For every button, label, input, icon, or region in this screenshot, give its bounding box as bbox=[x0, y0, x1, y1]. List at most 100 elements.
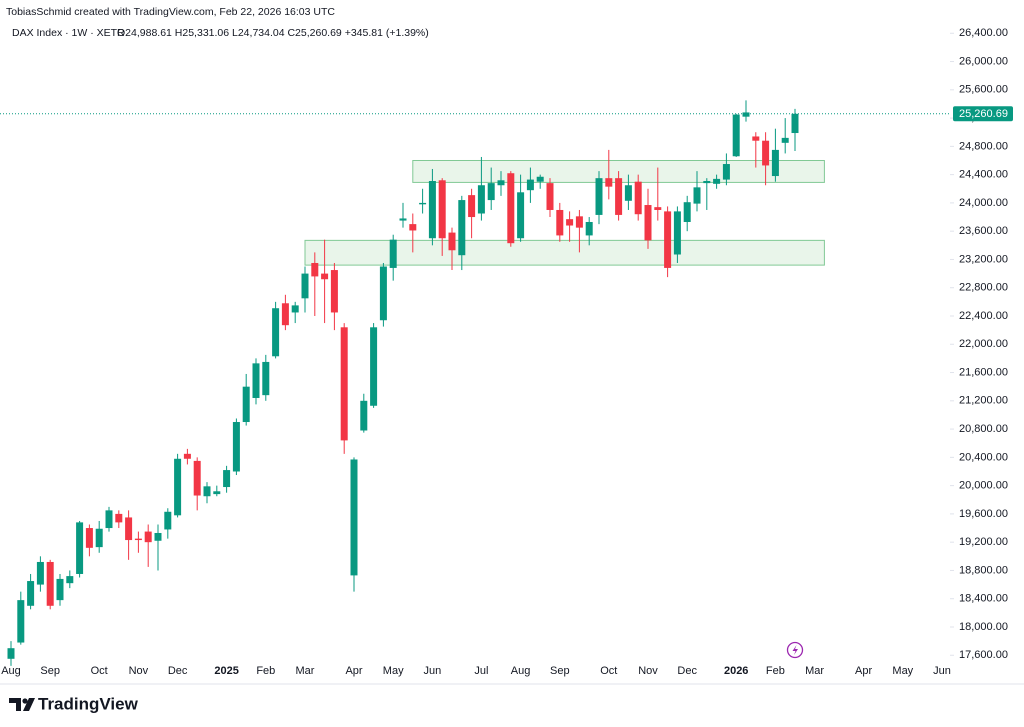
candle-body bbox=[242, 386, 250, 423]
candle-body bbox=[458, 200, 466, 256]
candle-body bbox=[585, 221, 593, 236]
x-tick-label: Jun bbox=[933, 665, 951, 677]
candle-body bbox=[477, 185, 485, 214]
y-tick-label: 25,600.00 bbox=[959, 84, 1008, 96]
candle-body bbox=[448, 232, 456, 251]
candle-body bbox=[644, 205, 652, 241]
x-tick-label: Feb bbox=[766, 665, 785, 677]
candle-body bbox=[95, 528, 103, 548]
alert-icon bbox=[786, 641, 804, 659]
candle-body bbox=[389, 239, 397, 268]
candle-body bbox=[125, 517, 133, 541]
y-tick-label: 18,800.00 bbox=[959, 564, 1008, 576]
y-tick-label: 26,000.00 bbox=[959, 55, 1008, 67]
candle-body bbox=[232, 422, 240, 472]
y-tick-label: 17,600.00 bbox=[959, 649, 1008, 661]
candle-body bbox=[340, 327, 348, 441]
candle-body bbox=[615, 178, 623, 215]
legend-symbol: DAX Index · 1W · XETR bbox=[12, 27, 125, 39]
candle-body bbox=[223, 470, 231, 488]
x-tick-label: Sep bbox=[40, 665, 60, 677]
candle-body bbox=[36, 561, 44, 585]
candle-body bbox=[732, 114, 740, 157]
x-tick-label: Sep bbox=[550, 665, 570, 677]
y-tick-label: 21,600.00 bbox=[959, 366, 1008, 378]
x-tick-label: Dec bbox=[168, 665, 188, 677]
x-tick-label: Mar bbox=[296, 665, 315, 677]
y-tick-label: 23,600.00 bbox=[959, 225, 1008, 237]
candle-body bbox=[526, 179, 534, 191]
candle-body bbox=[311, 262, 319, 277]
candle-body bbox=[419, 202, 427, 205]
candle-body bbox=[85, 528, 93, 548]
x-tick-label: Jun bbox=[424, 665, 442, 677]
candle-body bbox=[281, 303, 289, 326]
y-tick-label: 24,000.00 bbox=[959, 197, 1008, 209]
y-tick-label: 20,800.00 bbox=[959, 423, 1008, 435]
candle-body bbox=[771, 149, 779, 177]
candle-body bbox=[507, 173, 515, 244]
candle-body bbox=[203, 486, 211, 497]
price-zone bbox=[304, 239, 825, 266]
candle-body bbox=[605, 178, 613, 187]
candle-body bbox=[46, 561, 54, 606]
candle-body bbox=[379, 266, 387, 321]
candle-body bbox=[673, 211, 681, 255]
x-tick-label: 2025 bbox=[214, 665, 238, 677]
candle-body bbox=[105, 510, 113, 529]
candle-body bbox=[693, 187, 701, 204]
candle-body bbox=[546, 183, 554, 210]
candle-body bbox=[595, 178, 603, 215]
y-tick-label: 21,200.00 bbox=[959, 395, 1008, 407]
candle-body bbox=[556, 209, 564, 236]
candle-body bbox=[742, 112, 750, 117]
y-tick-label: 19,200.00 bbox=[959, 536, 1008, 548]
candle-body bbox=[27, 581, 35, 606]
candle-body bbox=[624, 185, 632, 201]
x-tick-label: Feb bbox=[256, 665, 275, 677]
candle-body bbox=[7, 648, 15, 659]
candle-body bbox=[487, 183, 495, 201]
plot-area bbox=[0, 100, 950, 666]
x-tick-label: Nov bbox=[129, 665, 149, 677]
y-tick-label: 22,000.00 bbox=[959, 338, 1008, 350]
x-tick-label: May bbox=[383, 665, 404, 677]
candle-body bbox=[634, 181, 642, 215]
candle-body bbox=[301, 273, 309, 299]
y-tick-label: 26,400.00 bbox=[959, 27, 1008, 39]
y-tick-label: 23,200.00 bbox=[959, 253, 1008, 265]
brand-logo bbox=[9, 698, 35, 711]
candle-body bbox=[517, 192, 525, 239]
y-tick-label: 19,600.00 bbox=[959, 508, 1008, 520]
candle-body bbox=[17, 600, 25, 643]
x-tick-label: Oct bbox=[600, 665, 617, 677]
candle-body bbox=[575, 216, 583, 228]
candle-body bbox=[66, 576, 74, 584]
candle-body bbox=[262, 361, 270, 396]
candle-body bbox=[399, 218, 407, 221]
y-tick-label: 24,400.00 bbox=[959, 169, 1008, 181]
candle-body bbox=[134, 538, 142, 541]
brand-name: TradingView bbox=[38, 694, 139, 713]
candle-body bbox=[781, 137, 789, 143]
candle-body bbox=[193, 460, 201, 496]
candle-body bbox=[115, 513, 123, 523]
x-tick-label: Jul bbox=[474, 665, 488, 677]
candle-body bbox=[683, 202, 691, 222]
candle-body bbox=[654, 207, 662, 210]
candle-body bbox=[76, 522, 84, 574]
candle-body bbox=[144, 531, 152, 543]
candle-body bbox=[360, 400, 368, 431]
y-tick-label: 22,400.00 bbox=[959, 310, 1008, 322]
x-tick-label: Mar bbox=[805, 665, 824, 677]
candle-body bbox=[174, 458, 182, 516]
candle-body bbox=[350, 459, 358, 576]
x-tick-label: Apr bbox=[345, 665, 362, 677]
x-tick-label: Oct bbox=[91, 665, 108, 677]
credit: TobiasSchmid created with TradingView.co… bbox=[6, 6, 335, 18]
x-tick-label: Aug bbox=[511, 665, 531, 677]
candle-body bbox=[291, 305, 299, 313]
candle-body bbox=[183, 453, 191, 459]
